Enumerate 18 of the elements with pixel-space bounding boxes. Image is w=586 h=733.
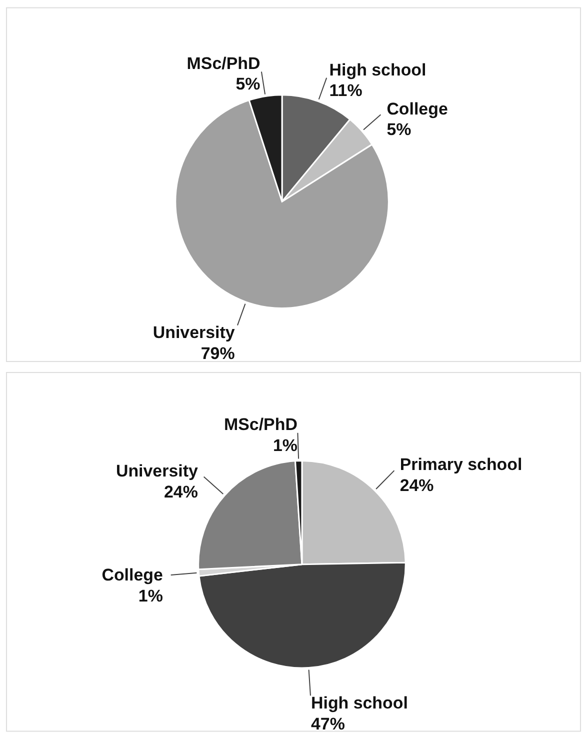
data-label: 24% [400, 476, 434, 495]
data-label: 5% [386, 120, 412, 140]
slice-label: College [102, 566, 163, 585]
data-label: 24% [164, 482, 198, 502]
data-label: 1% [272, 436, 298, 455]
slice-label: MSc/PhD [186, 54, 260, 73]
slice-label: College [386, 99, 448, 118]
data-label: 5% [236, 74, 260, 94]
slice-label: High school [329, 60, 426, 80]
slice-label: MSc/PhD [224, 414, 298, 434]
slice-label: High school [311, 694, 408, 713]
slice-label: Primary school [400, 454, 522, 474]
data-label: 79% [200, 344, 235, 363]
slice-label: University [116, 461, 198, 480]
data-label: 47% [311, 714, 345, 733]
data-label: 1% [138, 586, 163, 606]
slice-label: University [152, 322, 236, 342]
data-label: 11% [329, 81, 362, 100]
